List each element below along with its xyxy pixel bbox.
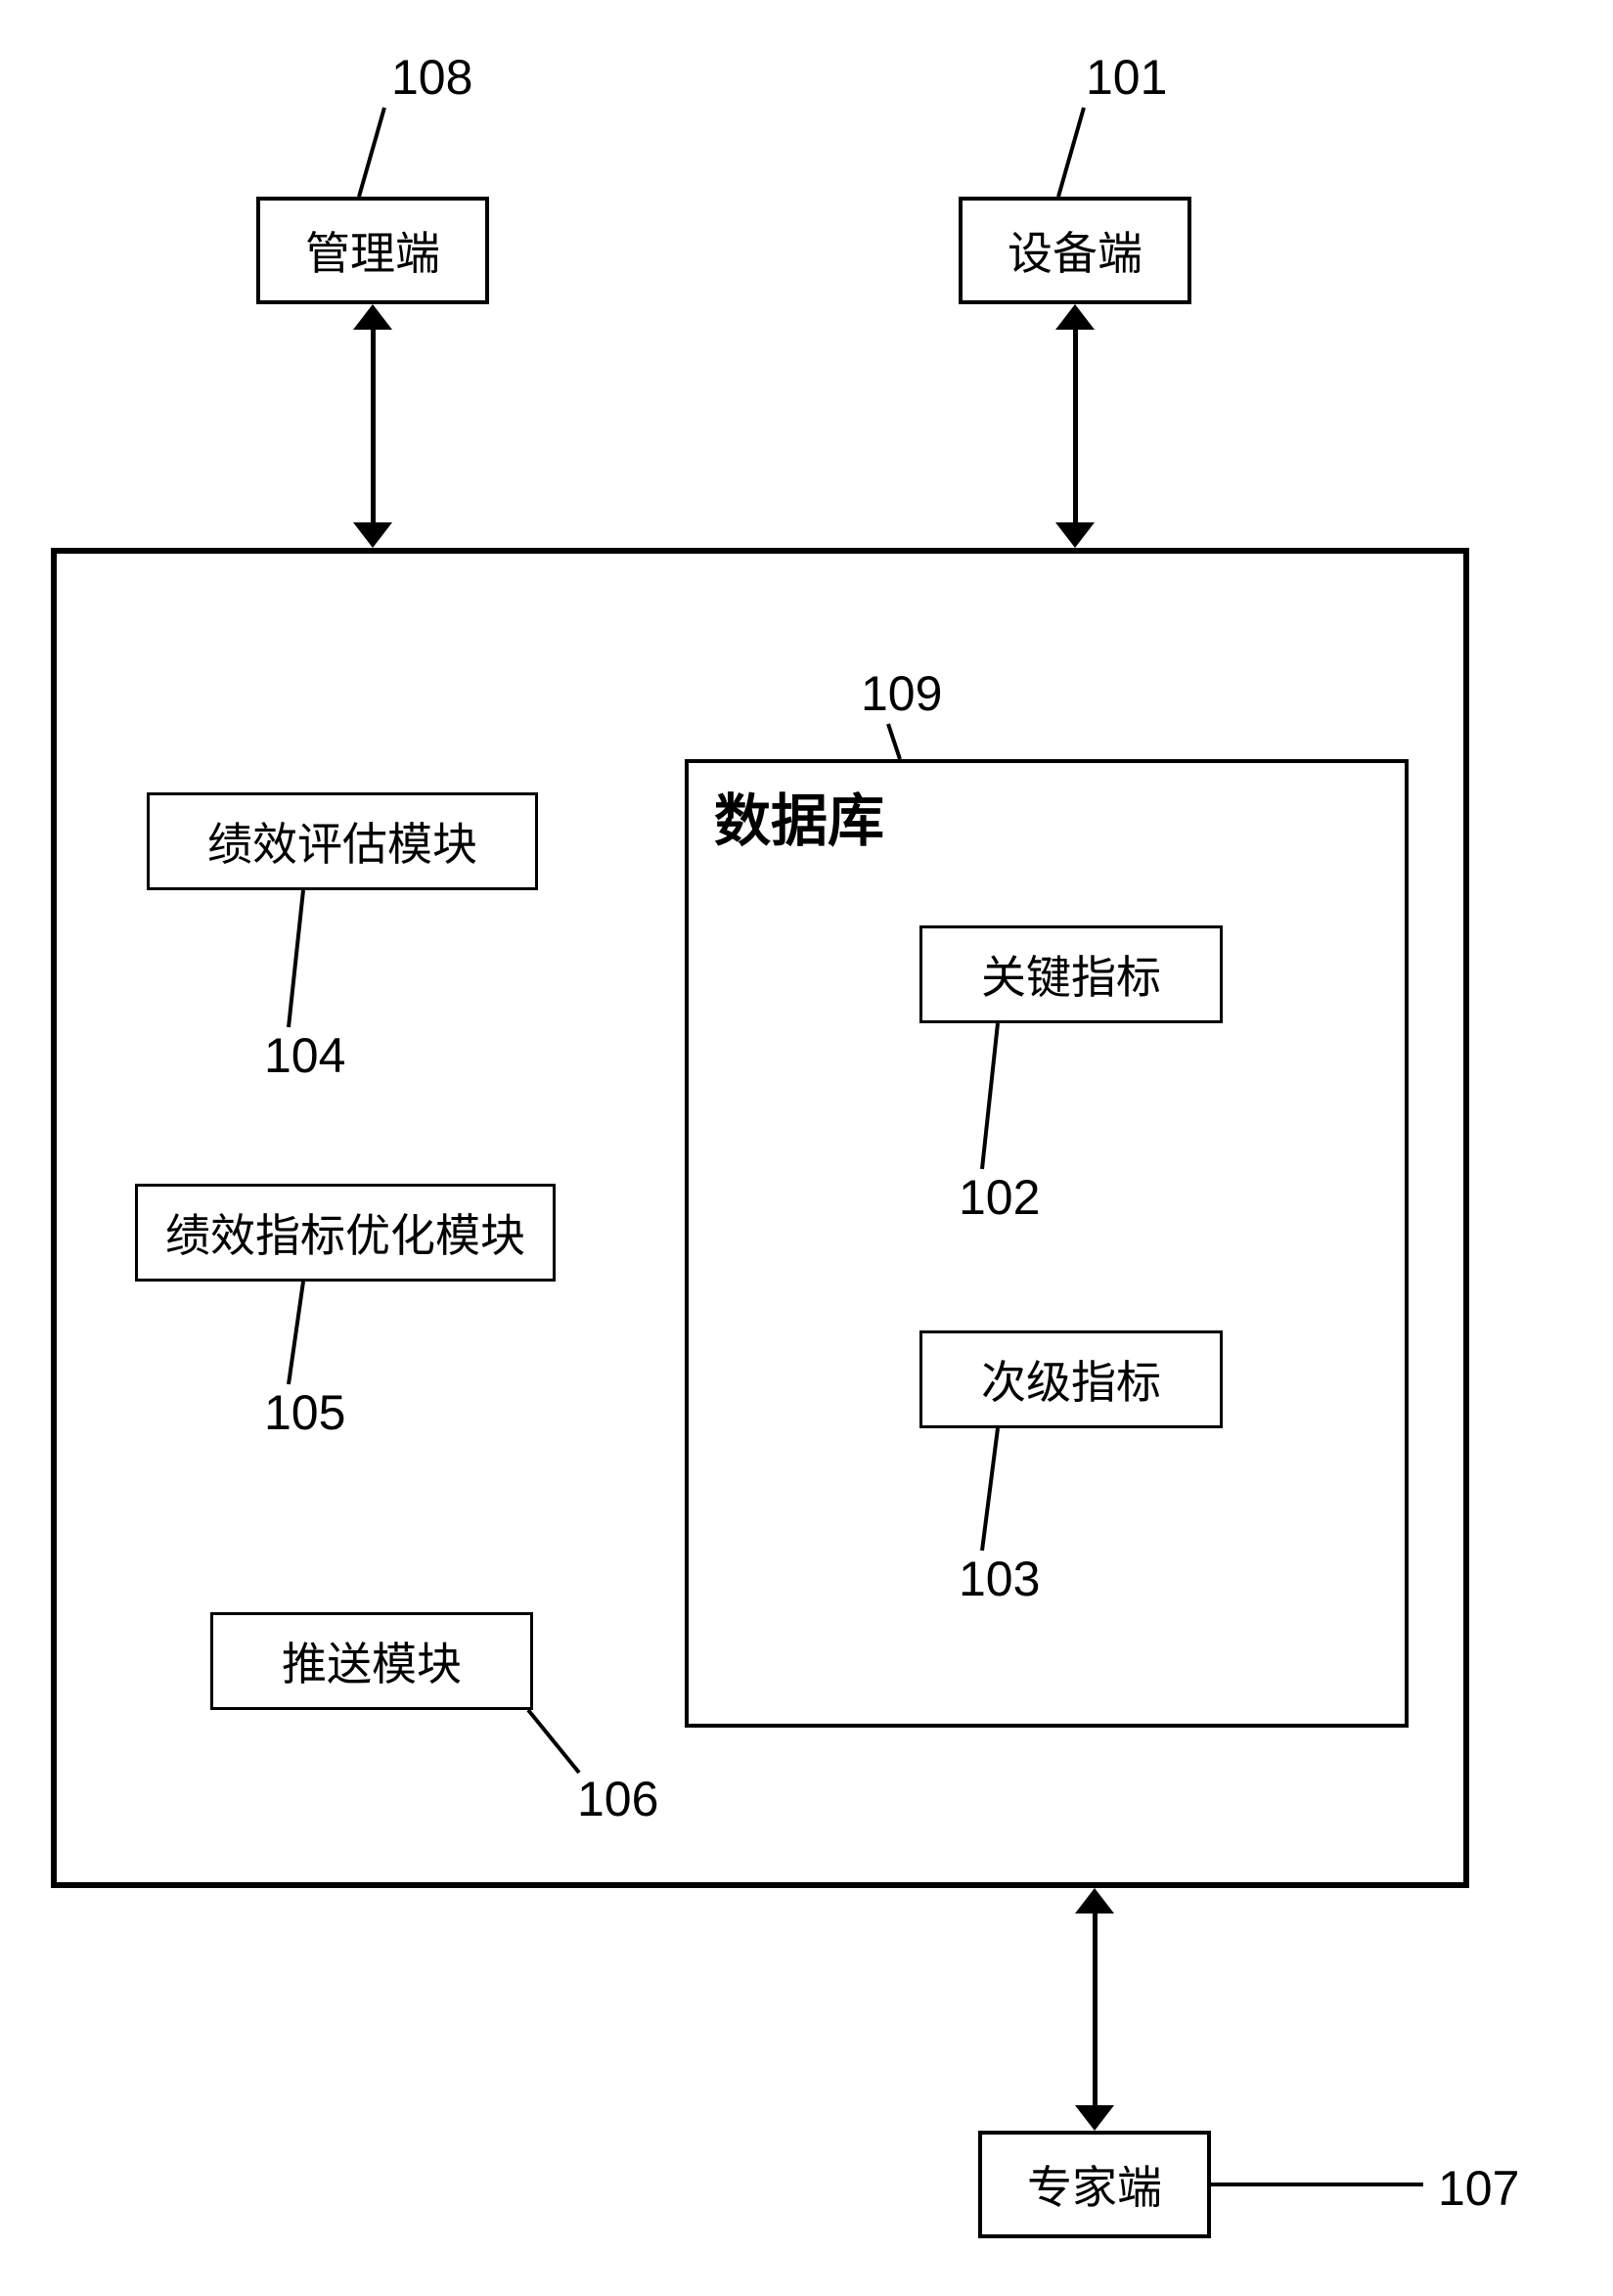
tick-n102: [980, 1021, 1000, 1171]
box-db: [685, 759, 1409, 1728]
tick-n106: [526, 1708, 581, 1775]
box-push: 推送模块: [210, 1612, 533, 1710]
arrow-head-up-mgmt_main: [353, 304, 392, 330]
arrow-head-down-main_expert: [1075, 2105, 1114, 2131]
arrow-shaft-mgmt_main: [371, 324, 376, 528]
tick-n105: [287, 1280, 305, 1386]
diagram-canvas: 管理端 设备端绩效评估模块绩效指标优化模块推送模块 关键指标次级指标专家端 数据库 10…: [0, 0, 1613, 2296]
tick-n109: [886, 722, 902, 761]
box-perf_opt: 绩效指标优化模块: [135, 1184, 556, 1282]
tick-n103: [980, 1426, 1000, 1553]
arrow-head-up-device_main: [1055, 304, 1095, 330]
callout-n104: 104: [264, 1027, 345, 1084]
box-perf_eval: 绩效评估模块: [147, 792, 538, 890]
callout-n105: 105: [264, 1384, 345, 1441]
tick-n107: [1209, 2183, 1425, 2188]
arrow-shaft-device_main: [1073, 324, 1078, 528]
callout-n108: 108: [391, 49, 472, 106]
db-title: 数据库: [714, 775, 884, 857]
callout-n109: 109: [861, 665, 942, 722]
callout-n102: 102: [959, 1169, 1040, 1226]
tick-n104: [287, 888, 305, 1029]
box-expert: 专家端: [978, 2131, 1211, 2238]
tick-n101: [1056, 106, 1086, 199]
arrow-head-down-device_main: [1055, 522, 1095, 548]
callout-n106: 106: [577, 1771, 658, 1827]
arrow-head-up-main_expert: [1075, 1888, 1114, 1913]
arrow-shaft-main_expert: [1093, 1908, 1098, 2111]
callout-n101: 101: [1086, 49, 1167, 106]
callout-n103: 103: [959, 1551, 1040, 1607]
box-device: 设备端: [959, 197, 1191, 304]
box-key_metric: 关键指标: [919, 925, 1223, 1023]
box-mgmt: 管理端: [256, 197, 489, 304]
tick-n108: [357, 106, 386, 199]
arrow-head-down-mgmt_main: [353, 522, 392, 548]
box-sub_metric: 次级指标: [919, 1330, 1223, 1428]
callout-n107: 107: [1438, 2160, 1519, 2217]
